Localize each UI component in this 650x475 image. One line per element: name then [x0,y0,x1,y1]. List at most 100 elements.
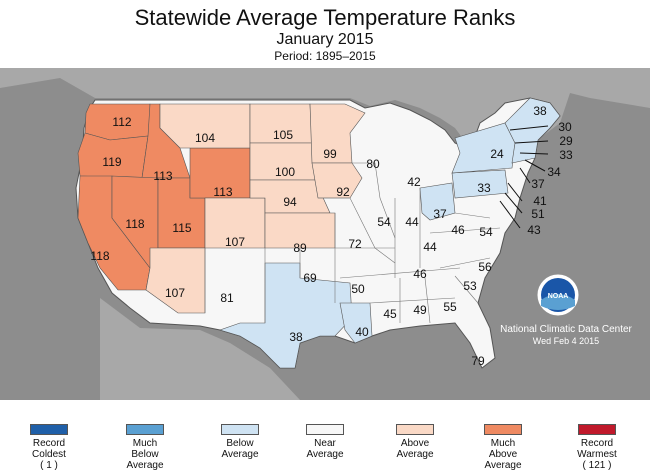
rank-il: 54 [377,215,391,229]
us-map: 112 119 118 113 118 115 107 104 113 107 … [0,68,650,400]
legend-label: Below [131,449,159,460]
rank-nc: 56 [478,260,492,274]
rank-va: 54 [479,225,493,239]
legend-below: Below Average [205,424,275,460]
rank-in: 44 [405,215,419,229]
leader-lines [499,125,549,229]
map-subtitle: January 2015 [276,31,374,48]
legend-label: Average [221,449,259,460]
legend-label: Average [126,460,164,471]
legend-label: Below [226,438,254,449]
legend-swatch [126,424,164,435]
rank-nv: 118 [125,217,144,231]
rank-vt: 30 [558,120,572,134]
legend-label: ( 1 ) [40,460,58,471]
rank-pa: 33 [477,181,491,195]
rank-ia: 92 [336,185,350,199]
rank-al: 49 [413,303,427,317]
legend-label: Much [490,438,516,449]
rank-labels: 112 119 118 113 118 115 107 104 113 107 … [90,104,573,368]
rank-co: 107 [225,235,245,249]
rank-id: 113 [153,169,172,183]
rank-nm: 81 [220,291,234,305]
rank-wi: 80 [366,157,380,171]
legend-record-coldest: Record Coldest ( 1 ) [14,424,84,471]
legend-swatch [306,424,344,435]
state-pa [451,169,509,199]
legend-near: Near Average [290,424,360,460]
legend-swatch [484,424,522,435]
rank-la: 40 [355,325,369,339]
rank-ct: 37 [531,177,545,191]
legend-swatch [578,424,616,435]
rank-ny: 24 [490,147,504,161]
agency-credit: National Climatic Data Center [500,324,632,335]
legend-label: Near [314,438,336,449]
rank-wa: 112 [112,115,131,129]
rank-nd: 105 [273,128,293,142]
rank-ca: 118 [90,249,109,263]
rank-fl: 79 [471,354,485,368]
legend-much-below: Much Below Average [110,424,180,471]
rank-ky: 44 [423,240,437,254]
map-title: Statewide Average Temperature Ranks [134,5,516,30]
legend-label: Average [396,449,434,460]
rank-nh: 29 [559,134,573,148]
legend-label: Coldest [32,449,66,460]
rank-mt: 104 [195,131,215,145]
state-la [339,302,373,344]
rank-md: 43 [527,223,541,237]
period-label: Period: 1895–2015 [274,49,376,63]
legend-much-above: Much Above Average [468,424,538,471]
rank-sc: 53 [463,279,477,293]
rank-mi: 42 [407,175,421,189]
legend-record-warmest: Record Warmest ( 121 ) [562,424,632,471]
legend-label: Record [580,438,614,449]
rank-az: 107 [165,286,185,300]
rank-sd: 100 [275,165,295,179]
rank-ar: 50 [351,282,365,296]
rank-wy: 113 [213,185,232,199]
state-borders [204,162,501,324]
legend-swatch [221,424,259,435]
state-ia [311,162,363,199]
rank-ut: 115 [172,221,191,235]
rank-ma: 33 [559,148,573,162]
noaa-logo: NOAA [537,274,579,316]
rank-or: 119 [102,155,121,169]
rank-ri: 34 [547,165,561,179]
legend-above: Above Average [380,424,450,460]
credit-date: Wed Feb 4 2015 [533,336,599,346]
rank-oh: 37 [433,207,447,221]
rank-mo: 72 [348,237,362,251]
mexico-land [100,298,300,400]
legend-label: Warmest [577,449,617,460]
legend-swatch [30,424,68,435]
legend-label: Average [484,460,522,471]
legend-label: Average [306,449,344,460]
legend-label: Above [400,438,430,449]
legend-label: Much [132,438,158,449]
map-panel: 112 119 118 113 118 115 107 104 113 107 … [0,68,650,400]
rank-nj: 41 [533,194,547,208]
rank-de: 51 [531,207,545,221]
rank-ks: 89 [293,241,307,255]
rank-wv: 46 [451,223,465,237]
state-oh [419,182,456,221]
rank-ga: 55 [443,300,457,314]
legend-label: Record [32,438,66,449]
legend-label: ( 121 ) [582,460,612,471]
state-tx [219,262,353,369]
rank-tn: 46 [413,267,427,281]
state-new-england [504,97,561,164]
legend: Record Coldest ( 1 ) Much Below Average … [0,400,650,475]
rank-me: 38 [533,104,547,118]
rank-ne: 94 [283,195,297,209]
legend-swatch [396,424,434,435]
title-block: Statewide Average Temperature Ranks Janu… [0,0,650,68]
rank-mn: 99 [323,147,337,161]
noaa-logo-text: NOAA [548,293,569,300]
legend-label: Above [488,449,518,460]
rank-ms: 45 [383,307,397,321]
rank-tx: 38 [289,330,303,344]
